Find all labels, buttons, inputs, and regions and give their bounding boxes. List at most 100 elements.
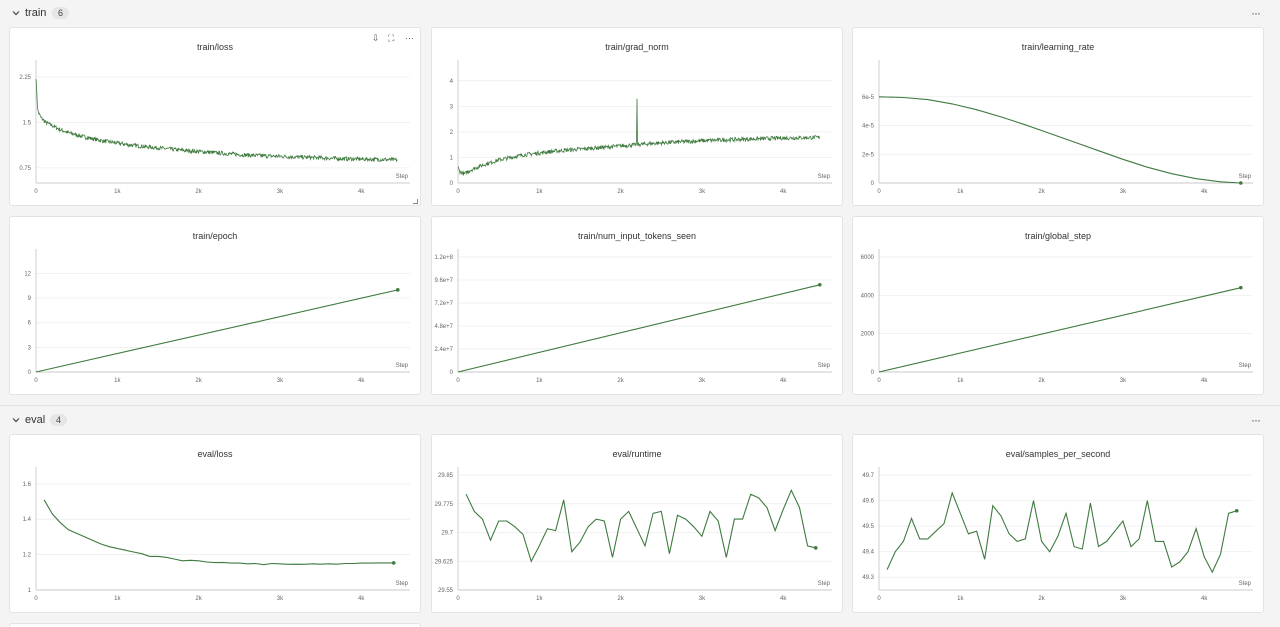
section-more-icon[interactable]: ···: [1251, 6, 1261, 20]
pin-icon[interactable]: ⇩: [372, 33, 380, 43]
x-axis-label: Step: [396, 581, 409, 587]
x-tick-label: 2k: [1038, 596, 1045, 602]
chart-panel[interactable]: eval/samples_per_second 49.3 49.4 49.5 49.6 4…: [852, 434, 1264, 613]
x-tick-label: 2k: [1038, 378, 1045, 384]
y-tick-label: 29.85: [438, 473, 454, 479]
series-line: [465, 488, 816, 563]
x-tick-label: 3k: [1120, 378, 1127, 384]
section-title: train: [25, 7, 47, 19]
series-line: [35, 289, 398, 373]
y-tick-label: 6000: [861, 255, 875, 261]
y-tick-label: 29.775: [435, 502, 454, 508]
section-header-eval[interactable]: eval 4 ···: [0, 407, 1280, 433]
series-line: [35, 79, 398, 163]
y-tick-label: 29.625: [435, 559, 454, 565]
y-tick-label: 9: [28, 296, 32, 302]
section-count-badge: 4: [50, 414, 68, 426]
x-tick-label: 0: [34, 378, 38, 384]
resize-handle[interactable]: [413, 199, 418, 204]
y-tick-label: 0: [450, 181, 454, 187]
chart-panel-partial: [9, 623, 421, 627]
y-tick-label: 0: [28, 370, 32, 376]
y-tick-label: 49.3: [862, 575, 874, 581]
y-tick-label: 1: [450, 155, 454, 161]
section-header-train[interactable]: train 6 ···: [0, 0, 1280, 26]
x-tick-label: 3k: [699, 189, 706, 195]
y-tick-label: 0: [450, 370, 454, 376]
chart-panel[interactable]: eval/loss 1 1.2 1.4 1.6 0 1k 2k 3k 4k Step: [9, 434, 421, 613]
x-axis-label: Step: [1239, 581, 1252, 587]
y-tick-label: 1.2e+8: [434, 255, 453, 261]
x-tick-label: 0: [877, 378, 881, 384]
chart-title: eval/samples_per_second: [1005, 449, 1111, 459]
chart-title: train/epoch: [192, 231, 238, 241]
last-point-marker: [1234, 508, 1239, 513]
chart-panel[interactable]: train/learning_rate 0 2e-5 4e-5 6e-5 0 1k 2k 3k 4…: [852, 27, 1264, 206]
y-tick-label: 1.6: [23, 482, 32, 488]
x-axis-label: Step: [818, 581, 831, 587]
x-tick-label: 0: [456, 189, 460, 195]
more-icon[interactable]: ···: [405, 33, 414, 43]
x-tick-label: 0: [456, 596, 460, 602]
chart-svg: 29.55 29.625 29.7 29.775 29.85 0 1k 2k 3k 4k Step: [435, 467, 832, 602]
y-tick-label: 0: [871, 370, 875, 376]
section-more-icon[interactable]: ···: [1251, 413, 1261, 427]
x-tick-label: 3k: [1120, 596, 1127, 602]
chart-panel[interactable]: train/loss ⇩ ⛶ ··· 0.75 1.5 2.25 0 1k 2k 3k 4k Step: [9, 27, 421, 206]
last-point-marker: [396, 288, 400, 292]
chart-panel[interactable]: train/num_input_tokens_seen 0 2.4e+7 4.8e+7…: [431, 216, 843, 395]
y-tick-label: 6: [28, 321, 32, 327]
x-tick-label: 1k: [957, 596, 964, 602]
y-tick-label: 49.4: [862, 550, 874, 556]
y-tick-label: 6e-5: [862, 95, 875, 101]
chart-svg: 0 2e-5 4e-5 6e-5 0 1k 2k 3k 4k Step: [862, 60, 1253, 195]
y-tick-label: 4: [450, 79, 454, 85]
x-tick-label: 1k: [957, 378, 964, 384]
series-line: [457, 98, 820, 176]
x-tick-label: 2k: [195, 378, 202, 384]
x-tick-label: 4k: [358, 378, 365, 384]
x-tick-label: 1k: [114, 378, 121, 384]
chart-title: eval/loss: [197, 449, 233, 459]
chart-panel[interactable]: train/grad_norm 0 1 2 3 4 0 1k 2k 3k 4k Step: [431, 27, 843, 206]
x-tick-label: 3k: [699, 596, 706, 602]
chart-title: train/grad_norm: [605, 42, 669, 52]
x-tick-label: 1k: [957, 189, 964, 195]
chevron-down-icon[interactable]: [11, 8, 21, 18]
chart-panel[interactable]: train/global_step 0 2000 4000 6000 0 1k 2k 3k 4k S…: [852, 216, 1264, 395]
series-line: [878, 96, 1241, 184]
chart-panel[interactable]: train/epoch 0 3 6 9 12 0 1k 2k 3k 4k Step: [9, 216, 421, 395]
x-tick-label: 2k: [617, 189, 624, 195]
last-point-marker: [1239, 181, 1243, 185]
y-tick-label: 29.7: [441, 531, 453, 537]
y-tick-label: 49.5: [862, 524, 874, 530]
x-tick-label: 2k: [195, 596, 202, 602]
chart-svg: 0.75 1.5 2.25 0 1k 2k 3k 4k Step: [19, 60, 410, 195]
chart-svg: 0 2000 4000 6000 0 1k 2k 3k 4k Step: [861, 249, 1253, 384]
chart-panel[interactable]: eval/runtime 29.55 29.625 29.7 29.775 29.85 0 1…: [431, 434, 843, 613]
x-tick-label: 1k: [536, 596, 543, 602]
x-tick-label: 2k: [617, 378, 624, 384]
x-tick-label: 4k: [358, 596, 365, 602]
fullscreen-icon[interactable]: ⛶: [388, 33, 395, 43]
x-tick-label: 0: [34, 189, 38, 195]
chart-title: train/num_input_tokens_seen: [577, 231, 697, 241]
x-tick-label: 1k: [536, 378, 543, 384]
x-tick-label: 0: [877, 596, 881, 602]
section-count-badge: 6: [52, 7, 70, 19]
y-tick-label: 2.4e+7: [434, 347, 453, 353]
y-tick-label: 0.75: [19, 166, 31, 172]
y-tick-label: 1.2: [23, 553, 32, 559]
x-tick-label: 0: [34, 596, 38, 602]
y-tick-label: 1.4: [23, 517, 32, 523]
y-tick-label: 4e-5: [862, 124, 875, 130]
chart-title: train/learning_rate: [1021, 42, 1095, 52]
x-tick-label: 0: [456, 378, 460, 384]
x-tick-label: 4k: [1201, 596, 1208, 602]
y-tick-label: 49.7: [862, 473, 874, 479]
y-tick-label: 4000: [861, 293, 875, 299]
chevron-down-icon[interactable]: [11, 415, 21, 425]
section-divider: [0, 405, 1280, 406]
series-line: [457, 284, 820, 373]
x-tick-label: 2k: [195, 189, 202, 195]
